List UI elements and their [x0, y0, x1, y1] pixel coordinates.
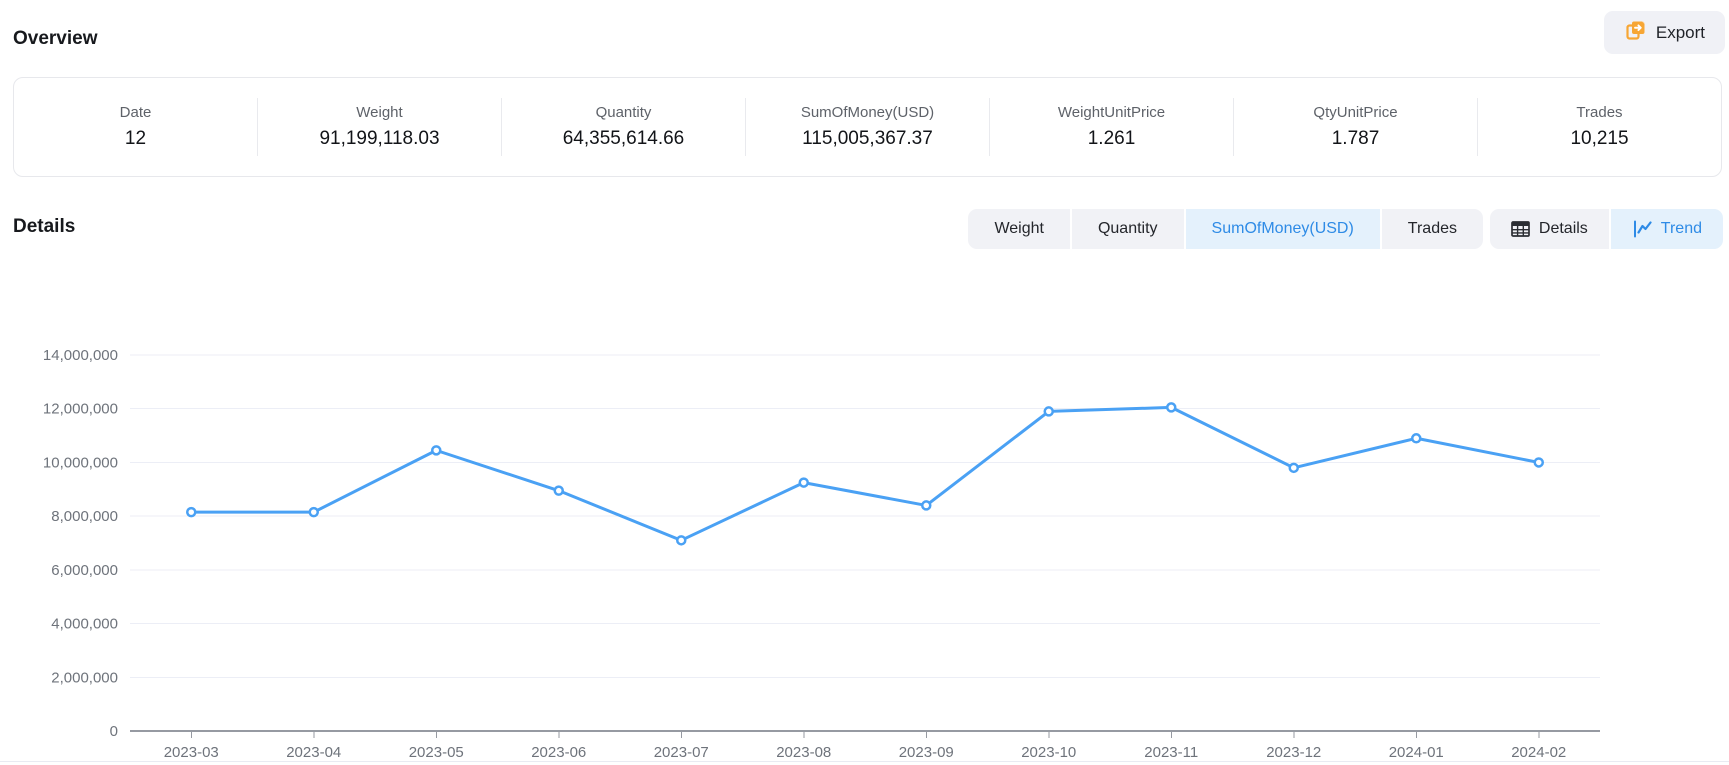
x-axis-tick-label: 2023-07 — [654, 744, 709, 761]
view-toggle: Details Trend — [1489, 209, 1723, 249]
stat-sum-of-money: SumOfMoney(USD) 115,005,367.37 — [746, 104, 989, 150]
stat-quantity: Quantity 64,355,614.66 — [502, 104, 745, 150]
x-axis-tick-label: 2023-06 — [531, 744, 586, 761]
view-details-button[interactable]: Details — [1489, 209, 1609, 249]
tab-weight[interactable]: Weight — [968, 209, 1070, 249]
trend-chart-icon — [1632, 220, 1652, 238]
metric-tabs: Weight Quantity SumOfMoney(USD) Trades — [968, 209, 1483, 249]
x-axis-tick-label: 2023-12 — [1266, 744, 1321, 761]
data-point-2024-01[interactable] — [1411, 433, 1422, 444]
data-point-2023-11[interactable] — [1166, 402, 1177, 413]
x-axis-tick-label: 2023-11 — [1144, 744, 1198, 761]
view-trend-label: Trend — [1660, 220, 1702, 237]
stat-divider — [1233, 98, 1234, 156]
y-axis-tick-label: 6,000,000 — [51, 562, 118, 579]
tab-sum-of-money-usd[interactable]: SumOfMoney(USD) — [1185, 209, 1380, 249]
export-button-label: Export — [1655, 22, 1705, 42]
stat-label: SumOfMoney(USD) — [800, 104, 935, 121]
x-axis-tick-label: 2023-04 — [286, 744, 341, 761]
stat-label: WeightUnitPrice — [1057, 104, 1166, 121]
stat-value: 10,215 — [1570, 128, 1629, 149]
y-axis-tick-label: 2,000,000 — [51, 669, 118, 686]
data-point-2023-09[interactable] — [921, 500, 932, 511]
stat-weight: Weight 91,199,118.03 — [258, 104, 501, 150]
stat-label: Weight — [356, 104, 403, 121]
overview-title: Overview — [13, 28, 98, 49]
tab-trades[interactable]: Trades — [1381, 209, 1483, 249]
view-details-label: Details — [1538, 220, 1588, 237]
stat-date: Date 12 — [14, 104, 257, 150]
stat-trades: Trades 10,215 — [1478, 104, 1721, 150]
data-point-2023-10[interactable] — [1043, 406, 1054, 417]
table-icon — [1511, 221, 1530, 237]
stat-value: 64,355,614.66 — [562, 128, 685, 149]
x-axis-tick-label: 2023-09 — [899, 744, 954, 761]
tab-quantity[interactable]: Quantity — [1071, 209, 1184, 249]
stat-divider — [745, 98, 746, 156]
data-point-2023-07[interactable] — [676, 535, 687, 546]
stat-label: Trades — [1576, 104, 1623, 121]
stat-value: 115,005,367.37 — [802, 128, 933, 149]
data-point-2023-04[interactable] — [308, 506, 319, 518]
x-axis-tick-label: 2023-03 — [164, 744, 219, 761]
view-trend-button[interactable]: Trend — [1610, 209, 1723, 249]
export-file-icon — [1624, 19, 1647, 47]
x-axis-tick-label: 2024-01 — [1389, 744, 1444, 761]
stat-weight-unit-price: WeightUnitPrice 1.261 — [990, 104, 1233, 150]
data-point-2023-03[interactable] — [186, 506, 197, 518]
details-title: Details — [13, 216, 76, 237]
data-point-2023-08[interactable] — [798, 477, 809, 488]
data-point-2023-12[interactable] — [1288, 462, 1299, 474]
y-axis-tick-label: 14,000,000 — [43, 347, 118, 364]
y-axis-tick-label: 0 — [110, 723, 118, 740]
x-axis-tick-label: 2024-02 — [1511, 744, 1566, 761]
stat-value: 1.787 — [1331, 128, 1380, 149]
trend-line — [189, 405, 1541, 542]
stat-divider — [1477, 98, 1478, 156]
y-axis-tick-label: 12,000,000 — [43, 401, 118, 418]
stat-value: 1.261 — [1087, 128, 1136, 149]
stat-label: Date — [119, 104, 152, 121]
stat-label: QtyUnitPrice — [1313, 104, 1398, 121]
data-point-2023-05[interactable] — [431, 445, 442, 456]
stat-value: 91,199,118.03 — [319, 128, 440, 149]
trend-line-chart[interactable]: 0 2,000,000 4,000,000 6,000,000 8,000,000 10,… — [0, 270, 1729, 765]
bottom-divider — [0, 761, 1729, 762]
stat-label: Quantity — [595, 104, 652, 121]
overview-stats-card: Date 12 Weight 91,199,118.03 Quantity 64… — [13, 77, 1722, 177]
stat-divider — [989, 98, 990, 156]
stat-value: 12 — [124, 128, 147, 149]
x-axis-tick-label: 2023-08 — [776, 744, 831, 761]
x-axis-tick-label: 2023-10 — [1021, 744, 1076, 761]
y-axis-tick-label: 4,000,000 — [51, 616, 118, 633]
x-axis-tick-label: 2023-05 — [409, 744, 464, 761]
data-point-2023-06[interactable] — [553, 485, 564, 496]
y-axis-tick-label: 8,000,000 — [51, 508, 118, 525]
data-point-2024-02[interactable] — [1533, 457, 1544, 468]
stat-qty-unit-price: QtyUnitPrice 1.787 — [1234, 104, 1477, 150]
stat-divider — [257, 98, 258, 156]
y-axis-tick-label: 10,000,000 — [43, 454, 118, 471]
export-button[interactable]: Export — [1603, 11, 1725, 54]
stat-divider — [501, 98, 502, 156]
